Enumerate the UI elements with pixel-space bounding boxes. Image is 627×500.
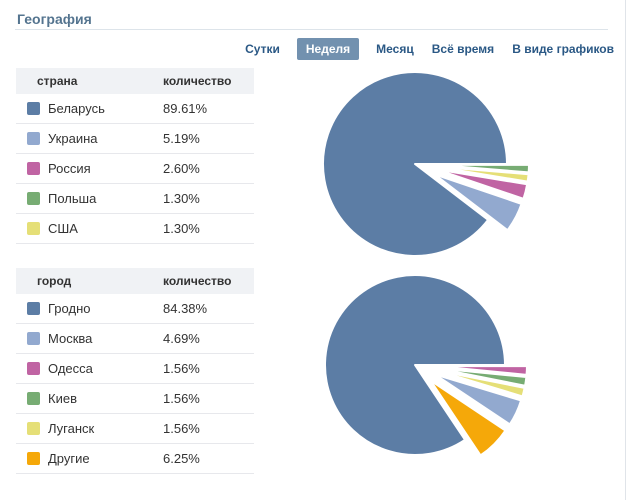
legend-swatch-others <box>27 452 40 465</box>
city-pie-slice-lugansk <box>435 369 526 398</box>
legend-swatch-moscow <box>27 332 40 345</box>
city-pie-slice-kiev <box>435 367 528 387</box>
percent-value: 5.19% <box>163 131 200 146</box>
title-divider <box>15 29 608 30</box>
city-column-header: город <box>37 274 72 288</box>
geo-country-table: страна количество Беларусь 89.61% Украина 5.1… <box>16 68 254 244</box>
city-pie-slice-moscow <box>433 373 523 426</box>
legend-swatch-usa <box>27 222 40 235</box>
tab-week[interactable]: Неделя <box>296 38 360 60</box>
geo-city-table: город количество Гродно 84.38% Москва 4.69% Од… <box>16 268 254 474</box>
country-column-header: страна <box>37 74 78 88</box>
tab-month[interactable]: Месяц <box>376 42 414 56</box>
city-table-header: город количество <box>16 268 254 294</box>
page-title: География <box>17 11 92 27</box>
city-label: Киев <box>48 391 77 406</box>
percent-value: 1.56% <box>163 361 200 376</box>
percent-value: 2.60% <box>163 161 200 176</box>
table-row-others: Другие 6.25% <box>16 444 254 474</box>
table-row-ukraine: Украина 5.19% <box>16 124 254 154</box>
legend-swatch-lugansk <box>27 422 40 435</box>
city-label: Другие <box>48 451 90 466</box>
table-row-kiev: Киев 1.56% <box>16 384 254 414</box>
country-label: Россия <box>48 161 91 176</box>
country-label: США <box>48 221 78 236</box>
country-pie-chart <box>322 71 530 257</box>
table-row-grodno: Гродно 84.38% <box>16 294 254 324</box>
country-pie-slice-russia <box>435 168 529 200</box>
legend-swatch-odessa <box>27 362 40 375</box>
country-label: Беларусь <box>48 101 105 116</box>
city-label: Одесса <box>48 361 93 376</box>
country-pie-slice-ukraine <box>433 173 523 232</box>
percent-value: 1.56% <box>163 421 200 436</box>
content-right-border <box>625 0 626 500</box>
percent-value: 1.30% <box>163 191 200 206</box>
country-table-header: страна количество <box>16 68 254 94</box>
legend-swatch-poland <box>27 192 40 205</box>
country-label: Польша <box>48 191 97 206</box>
percent-value: 84.38% <box>163 301 208 316</box>
quantity-column-header: количество <box>163 74 232 88</box>
table-row-odessa: Одесса 1.56% <box>16 354 254 384</box>
percent-value: 6.25% <box>163 451 200 466</box>
legend-swatch-ukraine <box>27 132 40 145</box>
city-pie-slice-grodno <box>324 274 506 456</box>
quantity-column-header: количество <box>163 274 232 288</box>
country-pie-slice-poland <box>435 163 530 174</box>
city-label: Луганск <box>48 421 95 436</box>
table-row-poland: Польша 1.30% <box>16 184 254 214</box>
city-pie-slice-others <box>429 379 507 457</box>
tab-as-graphs[interactable]: В виде графиков <box>512 42 614 56</box>
percent-value: 1.30% <box>163 221 200 236</box>
table-row-russia: Россия 2.60% <box>16 154 254 184</box>
table-row-belarus: Беларусь 89.61% <box>16 94 254 124</box>
city-pie-slice-odessa <box>435 365 528 376</box>
country-label: Украина <box>48 131 98 146</box>
city-pie-chart <box>324 274 528 457</box>
country-pie-slice-belarus <box>322 71 508 257</box>
table-row-moscow: Москва 4.69% <box>16 324 254 354</box>
tab-all-time[interactable]: Всё время <box>431 42 495 56</box>
legend-swatch-kiev <box>27 392 40 405</box>
city-label: Гродно <box>48 301 91 316</box>
percent-value: 1.56% <box>163 391 200 406</box>
legend-swatch-russia <box>27 162 40 175</box>
legend-swatch-belarus <box>27 102 40 115</box>
tab-day[interactable]: Сутки <box>245 42 280 56</box>
legend-swatch-grodno <box>27 302 40 315</box>
table-row-usa: США 1.30% <box>16 214 254 244</box>
city-label: Москва <box>48 331 93 346</box>
period-tabs: Сутки Неделя Месяц Всё время В виде графиков <box>244 38 615 60</box>
percent-value: 89.61% <box>163 101 208 116</box>
table-row-lugansk: Луганск 1.56% <box>16 414 254 444</box>
percent-value: 4.69% <box>163 331 200 346</box>
country-pie-slice-usa <box>435 165 530 183</box>
